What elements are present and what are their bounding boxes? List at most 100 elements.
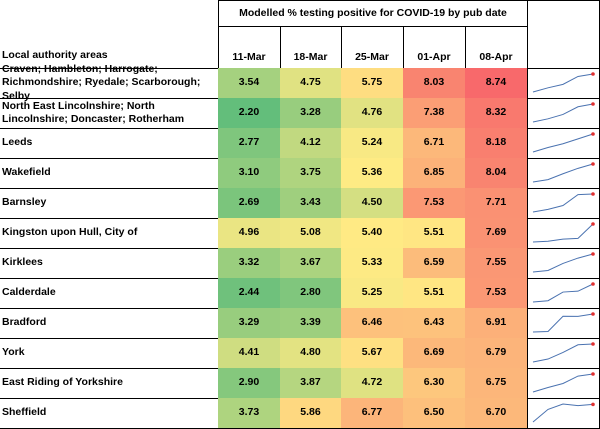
area-cell: Barnsley [0, 188, 219, 219]
date-header: 18-Mar [280, 26, 342, 69]
sparkline-end [591, 132, 595, 136]
sparkline-line [532, 193, 594, 213]
sparkline-line [532, 373, 594, 393]
value-cell: 8.04 [465, 158, 528, 189]
value-cell: 4.76 [341, 98, 404, 129]
value-cell: 6.50 [403, 398, 466, 429]
value-cell: 8.03 [403, 68, 466, 99]
value-cell: 3.10 [218, 158, 281, 189]
value-cell: 7.53 [465, 278, 528, 309]
value-cell: 4.80 [280, 338, 342, 369]
sparkline-end [591, 102, 595, 106]
value-cell: 6.75 [465, 368, 528, 399]
date-header: 01-Apr [403, 26, 466, 69]
value-cell: 5.67 [341, 338, 404, 369]
sparkline [532, 312, 595, 333]
value-cell: 6.85 [403, 158, 466, 189]
value-cell: 7.71 [465, 188, 528, 219]
area-cell: Wakefield [0, 158, 219, 189]
sparkline-end [591, 192, 595, 196]
value-cell: 8.32 [465, 98, 528, 129]
value-cell: 4.12 [280, 128, 342, 159]
sparkline-line [532, 133, 594, 153]
sparkline [532, 222, 595, 243]
value-cell: 5.51 [403, 218, 466, 249]
value-cell: 6.71 [403, 128, 466, 159]
value-cell: 7.53 [403, 188, 466, 219]
value-cell: 3.73 [218, 398, 281, 429]
sparkline-line [532, 313, 594, 333]
sparkline-end [591, 252, 595, 256]
value-cell: 3.75 [280, 158, 342, 189]
sparkline-line [532, 283, 594, 303]
value-cell: 5.36 [341, 158, 404, 189]
area-cell: Kirklees [0, 248, 219, 279]
value-cell: 5.86 [280, 398, 342, 429]
sparkline-line [532, 163, 594, 183]
sparkline-end [591, 372, 595, 376]
value-cell: 5.75 [341, 68, 404, 99]
value-cell: 5.40 [341, 218, 404, 249]
sparkline [532, 162, 595, 183]
sparkline [532, 192, 595, 213]
spark-header [527, 0, 600, 69]
value-cell: 5.24 [341, 128, 404, 159]
header-left [0, 26, 219, 69]
area-cell: North East Lincolnshire; North Lincolnsh… [0, 98, 219, 129]
value-cell: 2.69 [218, 188, 281, 219]
area-cell: Leeds [0, 128, 219, 159]
value-cell: 6.69 [403, 338, 466, 369]
value-cell: 6.91 [465, 308, 528, 339]
sparkline [532, 402, 595, 423]
date-header: 08-Apr [465, 26, 528, 69]
value-cell: 6.30 [403, 368, 466, 399]
value-cell: 2.44 [218, 278, 281, 309]
sparkline [532, 132, 595, 153]
sparkline [532, 102, 595, 123]
sparkline [532, 72, 595, 93]
value-cell: 4.75 [280, 68, 342, 99]
value-cell: 7.38 [403, 98, 466, 129]
date-header: 25-Mar [341, 26, 404, 69]
sparkline-line [532, 103, 594, 123]
sparkline-end [591, 72, 595, 76]
value-cell: 6.59 [403, 248, 466, 279]
sparkline-end [591, 342, 595, 346]
value-cell: 2.77 [218, 128, 281, 159]
value-cell: 7.55 [465, 248, 528, 279]
sparkline-line [532, 73, 594, 93]
value-cell: 3.29 [218, 308, 281, 339]
value-cell: 6.77 [341, 398, 404, 429]
value-cell: 3.67 [280, 248, 342, 279]
value-cell: 3.54 [218, 68, 281, 99]
area-header: Local authority areas [2, 49, 108, 62]
value-cell: 4.72 [341, 368, 404, 399]
area-cell: Kingston upon Hull, City of [0, 218, 219, 249]
area-cell: Craven; Hambleton; Harrogate; Richmondsh… [0, 63, 219, 102]
sparkline [532, 372, 595, 393]
sparkline-line [532, 223, 594, 243]
value-cell: 2.20 [218, 98, 281, 129]
sparkline [532, 342, 595, 363]
sparkline [532, 282, 595, 303]
sparkline-line [532, 343, 594, 363]
value-cell: 5.33 [341, 248, 404, 279]
value-cell: 6.70 [465, 398, 528, 429]
value-cell: 2.90 [218, 368, 281, 399]
value-cell: 5.25 [341, 278, 404, 309]
sparkline-line [532, 253, 594, 273]
table-title: Modelled % testing positive for COVID-19… [218, 0, 528, 26]
sparkline-line [532, 403, 594, 423]
value-cell: 3.43 [280, 188, 342, 219]
value-cell: 3.39 [280, 308, 342, 339]
area-cell: Bradford [0, 308, 219, 339]
value-cell: 4.50 [341, 188, 404, 219]
sparkline [532, 252, 595, 273]
value-cell: 6.43 [403, 308, 466, 339]
value-cell: 3.28 [280, 98, 342, 129]
value-cell: 4.96 [218, 218, 281, 249]
value-cell: 8.74 [465, 68, 528, 99]
sparkline-end [591, 402, 595, 407]
sparkline-end [591, 162, 595, 166]
